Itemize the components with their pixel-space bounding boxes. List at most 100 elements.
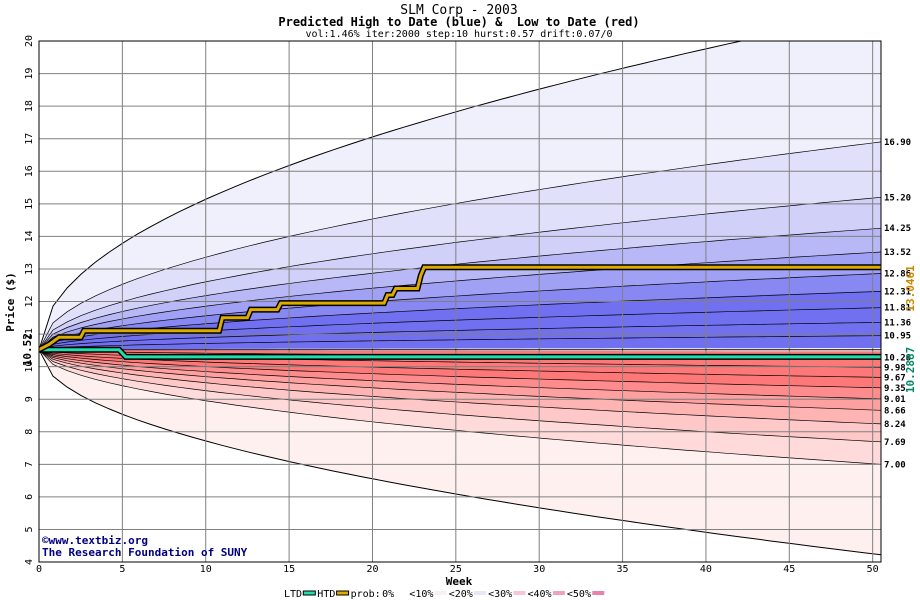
legend-ltd-label: LTD (284, 589, 302, 600)
htd-level-label: 11.36 (884, 318, 911, 328)
legend-prob-swatch (434, 591, 447, 595)
x-tick-label: 15 (283, 564, 295, 575)
final-ltd-label: 10.2887 (904, 347, 917, 393)
htd-probability-band (39, 41, 881, 350)
percentile-line (39, 141, 881, 350)
percentile-line (39, 335, 881, 351)
ltd-level-label: 9.35 (884, 384, 906, 394)
y-tick-label: 10 (24, 361, 35, 373)
y-tick-label: 16 (24, 165, 35, 177)
percentile-line (39, 251, 881, 350)
percentile-line (39, 227, 881, 350)
ltd-path (39, 348, 881, 359)
percentile-line (39, 349, 881, 400)
legend-htd-swatch (336, 590, 350, 596)
ltd-level-label: 7.00 (884, 460, 906, 470)
ltd-level-label: 7.69 (884, 438, 906, 448)
htd-probability-band (39, 335, 881, 350)
x-axis-label: Week (446, 575, 473, 588)
y-tick-label: 18 (24, 100, 35, 112)
ltd-probability-band (39, 349, 881, 378)
watermark-url: www.textbiz.org (49, 534, 148, 547)
copyright-symbol: © (42, 534, 49, 547)
ltd-level-label: 10.28 (884, 354, 911, 364)
x-tick-label: 25 (450, 564, 462, 575)
y-tick-label: 15 (24, 198, 35, 210)
percentile-line (39, 349, 881, 443)
y-tick-label: 4 (24, 559, 35, 565)
watermark-line1: ©www.textbiz.org (42, 534, 148, 547)
y-tick-label: 14 (24, 230, 35, 242)
legend-ltd-swatch (302, 590, 316, 596)
htd-probability-band (39, 197, 881, 350)
legend-prob-item: <40% (528, 589, 552, 600)
x-tick-label: 40 (700, 564, 712, 575)
htd-probability-band (39, 322, 881, 350)
legend-prob-item: <20% (449, 589, 473, 600)
htd-probability-band (39, 252, 881, 350)
y-tick-label: 7 (24, 461, 35, 467)
ltd-probability-band (39, 349, 881, 411)
legend-prob-swatch (592, 591, 605, 595)
chart-subtitle: Predicted High to Date (blue) & Low to D… (278, 15, 639, 29)
y-axis-label: Price ($) (4, 272, 17, 332)
htd-level-label: 12.31 (884, 287, 911, 297)
percentile-line (39, 349, 881, 389)
x-tick-label: 35 (617, 564, 629, 575)
htd-level-label: 12.86 (884, 269, 911, 279)
legend-prob-swatch (395, 591, 408, 595)
percentile-line (39, 273, 881, 350)
ltd-level-label: 9.01 (884, 395, 906, 405)
chart-params: vol:1.46% iter:2000 step:10 hurst:0.57 d… (305, 29, 612, 40)
htd-probability-band (39, 291, 881, 350)
percentile-line (39, 349, 881, 425)
outer-low-boundary (39, 349, 881, 556)
y-tick-label: 11 (24, 328, 35, 340)
plot-frame (38, 40, 882, 563)
final-htd-label: 13.0461 (904, 265, 917, 312)
x-tick-label: 0 (36, 564, 42, 575)
x-tick-label: 50 (867, 564, 879, 575)
legend: LTD HTD prob: 0% <10% <20% <30% <40% <50% (284, 589, 605, 600)
ltd-level-label: 9.98 (884, 364, 906, 374)
ltd-level-label: 8.66 (884, 406, 906, 416)
legend-htd-label: HTD (317, 589, 335, 600)
legend-prob-swatch (513, 591, 526, 595)
start-price-label: 10.52 (21, 333, 34, 366)
percentile-line (39, 349, 881, 378)
ltd-probability-band (39, 349, 881, 388)
y-tick-label: 17 (24, 133, 35, 145)
watermark-line2: The Research Foundation of SUNY (42, 546, 248, 559)
percentile-line (39, 196, 881, 350)
legend-prob-item: 0% (382, 589, 394, 600)
htd-probability-band (39, 228, 881, 350)
htd-level-label: 13.52 (884, 248, 911, 258)
chart-title: SLM Corp - 2003 (400, 3, 517, 18)
x-tick-label: 45 (783, 564, 795, 575)
x-tick-label: 20 (366, 564, 378, 575)
y-tick-label: 19 (24, 68, 35, 80)
ltd-probability-band (39, 349, 881, 442)
percentile-line (39, 349, 881, 465)
legend-prob-swatch (552, 591, 565, 595)
ltd-probability-band (39, 349, 881, 465)
y-tick-label: 20 (24, 35, 35, 47)
ltd-probability-band (39, 349, 881, 424)
htd-level-label: 14.25 (884, 224, 911, 234)
plot-bands (39, 41, 881, 562)
y-tick-label: 6 (24, 494, 35, 500)
plot-area: 0 5 10 15 20 25 30 35 40 45 5045678910111213141516… (21, 35, 917, 575)
ltd-level-label: 8.24 (884, 420, 906, 430)
htd-probability-band (39, 141, 881, 350)
htd-path (39, 265, 881, 352)
y-tick-label: 5 (24, 526, 35, 532)
x-tick-label: 5 (119, 564, 125, 575)
htd-probability-band (39, 273, 881, 350)
legend-prob-item: <10% (409, 589, 433, 600)
ltd-probability-band (39, 349, 881, 555)
y-tick-label: 13 (24, 263, 35, 275)
percentile-line (39, 349, 881, 411)
legend-prob-item: <50% (567, 589, 591, 600)
x-tick-label: 10 (200, 564, 212, 575)
